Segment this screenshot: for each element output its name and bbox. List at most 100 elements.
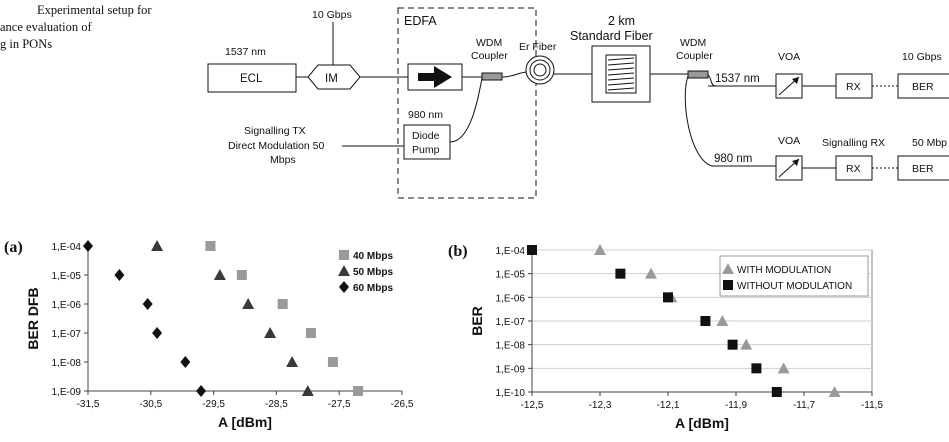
pump-label-1: Diode [412, 130, 440, 142]
chart-a-x-tick-label-3: -28,5 [265, 399, 288, 410]
wdm2-label-2: Coupler [676, 50, 713, 62]
chart-b-x-tick-label-3: -11,9 [725, 400, 747, 411]
chart-b-point-1-1 [615, 268, 626, 279]
chart-a-y-tick-label-0: 1,E-04 [52, 242, 82, 253]
chart-a-panel-label: (a) [4, 239, 23, 256]
chart-a-legend-label-2: 60 Mbps [353, 283, 393, 294]
chart-a-x-tick-label-2: -29,5 [202, 399, 225, 410]
rx-bottom-box [835, 155, 873, 181]
wdm2-label-1: WDM [680, 37, 706, 49]
chart-a-point-0-1 [236, 270, 247, 280]
chart-a-x-axis-label: A [dBm] [218, 414, 272, 430]
chart-b-point-1-5 [751, 363, 762, 374]
chart-a-y-tick-label-2: 1,E-06 [52, 300, 82, 311]
chart-b-legend: WITH MODULATION WITHOUT MODULATION [719, 255, 869, 297]
chart-a-legend-label-1: 50 Mbps [353, 267, 393, 278]
chart-b-point-0-6 [828, 386, 841, 397]
chart-a-y-axis-label: BER DFB [25, 287, 41, 349]
chart-b-x-tick-label-0: -12,5 [521, 400, 544, 411]
chart-b-y-tick-label-6: 1,E-10 [496, 388, 526, 399]
rx-top-box [835, 73, 873, 99]
caption-line-2: ance evaluation of [0, 20, 92, 34]
ecl-wavelength: 1537 nm [225, 46, 266, 58]
chart-a-series-2 [83, 240, 207, 397]
signalling-tx-label-1: Signalling TX [244, 125, 306, 137]
chart-b-x-axis-label: A [dBm] [675, 415, 729, 431]
chart-b-y-tick-label-5: 1,E-09 [496, 364, 526, 375]
signalling-tx-label-3: Mbps [270, 154, 296, 166]
chart-a-point-1-4 [286, 356, 299, 367]
chart-a-point-0-2 [277, 299, 288, 309]
out-980-label: 980 nm [714, 153, 752, 165]
out-1537-label: 1537 nm [715, 73, 760, 85]
chart-a-point-1-0 [151, 240, 164, 251]
chart-a-legend-marker-1 [338, 265, 350, 276]
chart-b-x-tick-label-5: -11,5 [861, 400, 883, 411]
caption-line-3: g in PONs [0, 37, 53, 51]
chart-a-legend-label-0: 40 Mbps [353, 251, 393, 262]
chart-a-x-tick-label-4: -27,5 [328, 399, 351, 410]
chart-a-point-0-0 [205, 241, 216, 251]
chart-a-point-2-4 [180, 356, 191, 368]
ber-bottom-label: BER [912, 163, 934, 175]
rate-top-label: 10 Gbps [902, 51, 942, 63]
ber-bottom-box [897, 155, 949, 181]
chart-a-point-1-2 [242, 298, 255, 309]
wdm2-coupler [687, 70, 709, 79]
chart-a-y-tick-label-5: 1,E-09 [52, 387, 82, 398]
chart-b-x-tick-label-4: -11,7 [793, 400, 815, 411]
chart-b-legend-box [719, 255, 869, 297]
fiber-type: Standard Fiber [570, 29, 653, 43]
chart-a-point-2-5 [196, 385, 207, 397]
pump-label-2: Pump [412, 144, 440, 156]
er-fiber-label: Er Fiber [519, 41, 557, 53]
signalling-tx-label-2: Direct Modulation 50 [228, 140, 324, 152]
chart-a-legend: 40 Mbps 50 Mbps 60 Mbps [338, 250, 393, 294]
edfa-label: EDFA [404, 14, 437, 28]
chart-b-legend-label-0: WITH MODULATION [737, 265, 831, 276]
im-label: IM [325, 73, 338, 85]
chart-a-legend-marker-2 [339, 281, 349, 293]
pump-wavelength: 980 nm [408, 109, 443, 121]
chart-b-legend-marker-1 [723, 280, 733, 290]
chart-b-point-1-2 [663, 292, 673, 303]
chart-a-x-tick-label-0: -31,5 [77, 399, 100, 410]
ber-top-label: BER [912, 81, 934, 93]
wdm1-label-1: WDM [476, 37, 502, 49]
chart-a-y-tick-label-1: 1,E-05 [52, 271, 82, 282]
ecl-label: ECL [240, 73, 263, 85]
chart-b-point-1-3 [700, 316, 711, 326]
chart-a-legend-marker-0 [339, 250, 349, 260]
chart-b-legend-label-1: WITHOUT MODULATION [737, 281, 852, 292]
caption-line-1: Experimental setup for [37, 3, 152, 17]
chart-b-panel-label: (b) [448, 243, 468, 260]
chart-b-legend-marker-0 [722, 263, 734, 274]
chart-a-y-tick-label-4: 1,E-08 [52, 358, 82, 369]
ecl-box [207, 63, 297, 93]
wdm1-label-2: Coupler [471, 50, 508, 62]
chart-b-y-tick-label-2: 1,E-06 [496, 293, 526, 304]
er-fiber-spool-icon [525, 55, 555, 85]
chart-b-point-0-4 [740, 338, 753, 350]
pump-box [403, 124, 451, 160]
chart-a-point-1-1 [213, 269, 226, 280]
chart-b-point-0-1 [645, 267, 657, 279]
chart-a-point-2-1 [114, 269, 125, 281]
chart-a-point-1-5 [301, 385, 314, 396]
chart-b-point-0-0 [594, 244, 606, 255]
chart-b-point-1-6 [771, 387, 782, 397]
chart-b-y-tick-label-4: 1,E-08 [496, 341, 526, 352]
figure-caption: Experimental setup for ance evaluation o… [0, 2, 205, 53]
chart-b-point-1-0 [527, 245, 537, 255]
chart-b-x-tick-label-1: -12,3 [589, 400, 612, 411]
rx-bottom-label: RX [846, 163, 861, 175]
rx-top-label: RX [846, 81, 861, 93]
voa-bottom-label: VOA [778, 135, 800, 147]
fiber-length: 2 km [608, 14, 635, 28]
chart-a-point-1-3 [264, 327, 277, 338]
chart-b-point-1-4 [727, 339, 738, 350]
chart-a-y-tick-label-3: 1,E-07 [52, 329, 82, 340]
signalling-rx-label: Signalling RX [822, 137, 885, 149]
